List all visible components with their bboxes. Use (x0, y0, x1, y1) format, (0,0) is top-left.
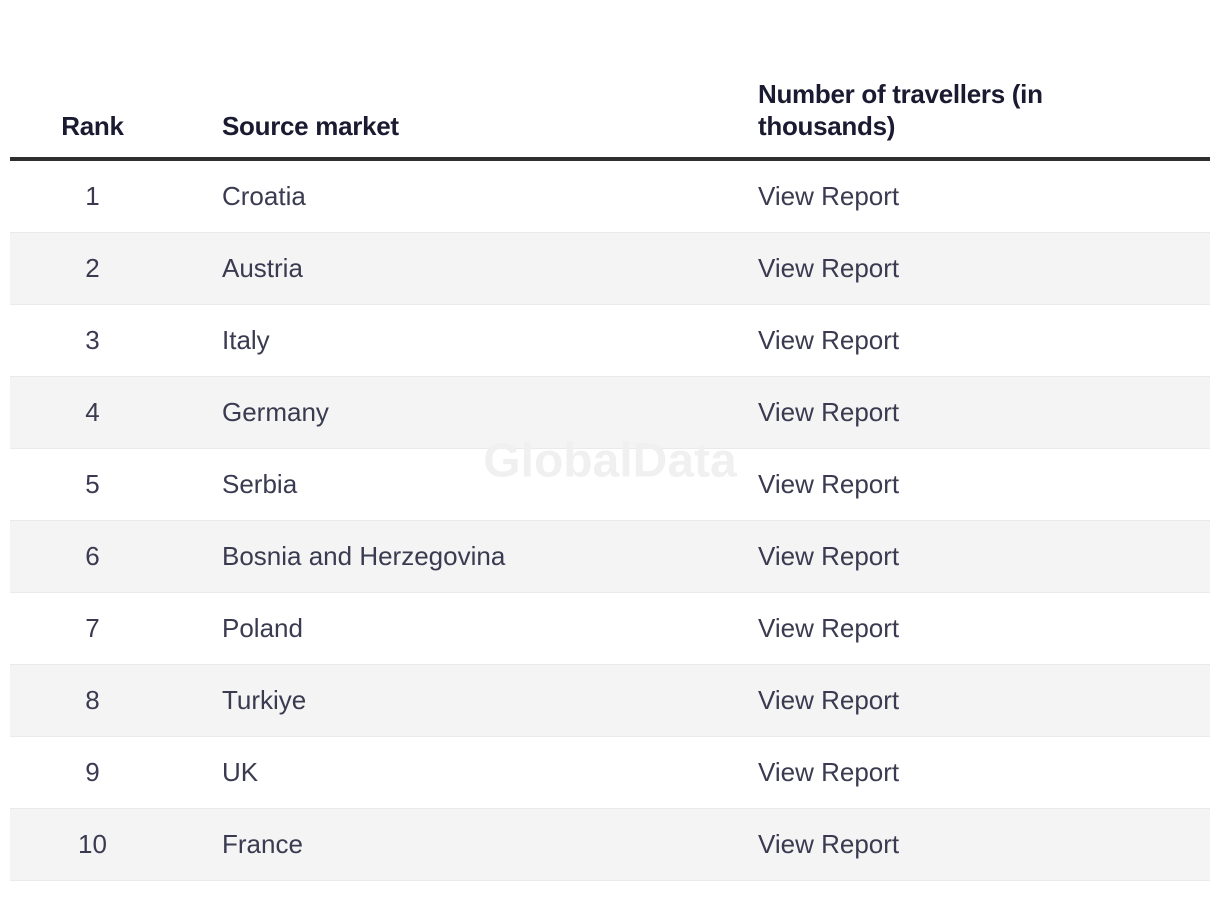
source-market-cell: Croatia (222, 181, 306, 211)
rank-cell: 3 (85, 325, 100, 355)
rank-cell: 2 (85, 253, 100, 283)
view-report-link[interactable]: View Report (758, 181, 900, 211)
view-report-link[interactable]: View Report (758, 541, 900, 571)
table-row: 6 Bosnia and Herzegovina View Report (10, 521, 1210, 593)
source-market-table: Rank Source market Number of travellers … (10, 0, 1210, 881)
table-body: 1 Croatia View Report 2 Austria View Rep… (10, 161, 1210, 881)
view-report-link[interactable]: View Report (758, 469, 900, 499)
rank-cell: 5 (85, 469, 100, 499)
table-header: Rank Source market Number of travellers … (10, 0, 1210, 161)
table-row: 9 UK View Report (10, 737, 1210, 809)
table-row: 8 Turkiye View Report (10, 665, 1210, 737)
view-report-link[interactable]: View Report (758, 325, 900, 355)
table-row: 3 Italy View Report (10, 305, 1210, 377)
rank-cell: 4 (85, 397, 100, 427)
source-market-cell: Italy (222, 325, 270, 355)
column-header-travellers: Number of travellers (in thousands) (758, 79, 1043, 141)
column-header-rank: Rank (61, 111, 124, 141)
column-header-source-market: Source market (222, 111, 399, 141)
rank-cell: 8 (85, 685, 100, 715)
table-row: 2 Austria View Report (10, 233, 1210, 305)
table-row: 1 Croatia View Report (10, 161, 1210, 233)
table-row: 4 Germany View Report (10, 377, 1210, 449)
rank-cell: 10 (78, 829, 107, 859)
rank-cell: 6 (85, 541, 100, 571)
source-market-cell: Turkiye (222, 685, 307, 715)
source-market-cell: France (222, 829, 303, 859)
view-report-link[interactable]: View Report (758, 613, 900, 643)
source-market-cell: Poland (222, 613, 303, 643)
source-market-cell: UK (222, 757, 259, 787)
source-market-cell: Serbia (222, 469, 298, 499)
source-market-cell: Austria (222, 253, 303, 283)
view-report-link[interactable]: View Report (758, 253, 900, 283)
rank-cell: 1 (85, 181, 100, 211)
source-market-cell: Bosnia and Herzegovina (222, 541, 506, 571)
table-row: 7 Poland View Report (10, 593, 1210, 665)
table-row: 10 France View Report (10, 809, 1210, 881)
rank-cell: 9 (85, 757, 100, 787)
view-report-link[interactable]: View Report (758, 397, 900, 427)
view-report-link[interactable]: View Report (758, 757, 900, 787)
table-row: 5 Serbia View Report (10, 449, 1210, 521)
source-market-cell: Germany (222, 397, 329, 427)
column-header-travellers-cell: Number of travellers (in thousands) (748, 78, 1210, 142)
view-report-link[interactable]: View Report (758, 685, 900, 715)
view-report-link[interactable]: View Report (758, 829, 900, 859)
rank-cell: 7 (85, 613, 100, 643)
